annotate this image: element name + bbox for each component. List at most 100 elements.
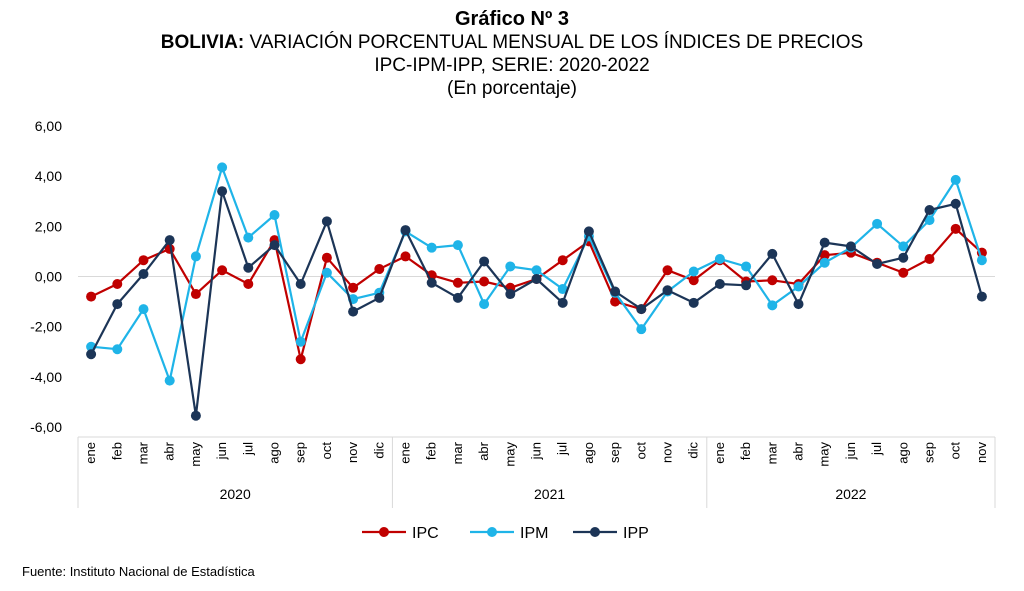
chart-unit: (En porcentaje) <box>447 78 577 99</box>
series-line-ipp <box>90 190 983 417</box>
data-point-ipp <box>479 256 490 267</box>
data-point-ipp <box>321 216 332 227</box>
month-label: may <box>502 442 517 467</box>
data-point-ipp <box>741 280 752 291</box>
data-point-ipm <box>531 265 542 276</box>
data-point-ipp <box>819 237 830 248</box>
month-label: oct <box>948 442 963 460</box>
data-point-ipm <box>479 299 490 310</box>
month-label: jul <box>240 442 255 456</box>
y-tick-label: 2,00 <box>35 218 62 234</box>
month-label: nov <box>345 442 360 463</box>
data-point-ipp <box>452 292 463 303</box>
data-point-ipc <box>138 255 149 266</box>
data-point-ipm <box>321 267 332 278</box>
data-point-ipm <box>976 255 987 266</box>
data-point-ipp <box>400 225 411 236</box>
year-label: 2020 <box>220 486 251 502</box>
month-label: oct <box>319 442 334 460</box>
data-point-ipc <box>243 279 254 290</box>
data-point-ipc <box>374 263 385 274</box>
month-label: ene <box>398 442 413 464</box>
data-point-ipm <box>164 375 175 386</box>
data-point-ipm <box>243 232 254 243</box>
data-point-ipm <box>295 336 306 347</box>
year-label: 2021 <box>534 486 565 502</box>
legend-label: IPC <box>412 525 439 542</box>
month-label: nov <box>660 442 675 463</box>
data-point-ipm <box>741 261 752 272</box>
data-point-ipm <box>505 261 516 272</box>
data-point-ipp <box>112 299 123 310</box>
data-point-ipc <box>767 275 778 286</box>
data-point-ipp <box>217 186 228 197</box>
month-label: sep <box>607 442 622 463</box>
data-point-ipp <box>531 274 542 285</box>
data-point-ipc <box>819 250 830 261</box>
data-point-ipp <box>557 297 568 308</box>
data-point-ipp <box>688 297 699 308</box>
source-note: Fuente: Instituto Nacional de Estadístic… <box>22 564 255 579</box>
data-point-ipm <box>898 241 909 252</box>
data-point-ipm <box>138 304 149 315</box>
data-point-ipc <box>688 275 699 286</box>
month-label: ago <box>895 442 910 464</box>
data-point-ipp <box>583 226 594 237</box>
data-point-ipp <box>662 285 673 296</box>
data-point-ipc <box>112 279 123 290</box>
data-point-ipp <box>138 268 149 279</box>
month-label: dic <box>371 442 386 459</box>
data-point-ipp <box>976 291 987 302</box>
month-label: dic <box>686 442 701 459</box>
data-point-ipc <box>190 289 201 300</box>
data-point-ipm <box>217 162 228 173</box>
month-label: feb <box>424 442 439 460</box>
month-label: ago <box>581 442 596 464</box>
data-point-ipm <box>452 240 463 251</box>
data-point-ipc <box>452 277 463 288</box>
chart-title-country: BOLIVIA: <box>160 32 245 53</box>
month-label: mar <box>764 441 779 464</box>
data-point-ipc <box>86 291 97 302</box>
month-label: mar <box>136 441 151 464</box>
month-label: may <box>188 442 203 467</box>
y-tick-label: 4,00 <box>35 168 62 184</box>
data-point-ipm <box>819 257 830 268</box>
data-point-ipp <box>924 205 935 216</box>
legend-label: IPP <box>623 525 649 542</box>
month-label: jul <box>555 442 570 456</box>
data-point-ipc <box>924 253 935 264</box>
data-point-ipc <box>400 251 411 262</box>
y-tick-label: -2,00 <box>30 319 62 335</box>
month-label: jun <box>529 442 544 460</box>
month-label: ago <box>267 442 282 464</box>
y-tick-label: -6,00 <box>30 419 62 435</box>
month-label: may <box>817 442 832 467</box>
data-point-ipp <box>898 252 909 263</box>
month-label: abr <box>791 441 806 460</box>
data-point-ipc <box>295 354 306 365</box>
data-point-ipp <box>767 248 778 259</box>
chart-title-block: Gráfico Nº 3 BOLIVIA: VARIACIÓN PORCENTU… <box>0 8 1024 100</box>
month-label: jun <box>843 442 858 460</box>
data-point-ipc <box>662 265 673 276</box>
data-point-ipp <box>164 235 175 246</box>
data-point-ipp <box>426 277 437 288</box>
chart-title: BOLIVIA: VARIACIÓN PORCENTUAL MENSUAL DE… <box>0 31 1024 54</box>
data-point-ipm <box>426 242 437 253</box>
month-label: sep <box>293 442 308 463</box>
data-point-ipm <box>872 218 883 229</box>
data-point-ipc <box>479 276 490 287</box>
data-point-ipp <box>190 410 201 421</box>
data-point-ipp <box>374 292 385 303</box>
data-point-ipp <box>86 349 97 360</box>
legend-label: IPM <box>520 525 548 542</box>
data-point-ipm <box>557 284 568 295</box>
data-point-ipc <box>557 255 568 266</box>
data-point-ipm <box>688 266 699 277</box>
data-point-ipm <box>767 300 778 311</box>
y-tick-label: -4,00 <box>30 369 62 385</box>
data-point-ipc <box>217 265 228 276</box>
data-point-ipm <box>924 215 935 226</box>
